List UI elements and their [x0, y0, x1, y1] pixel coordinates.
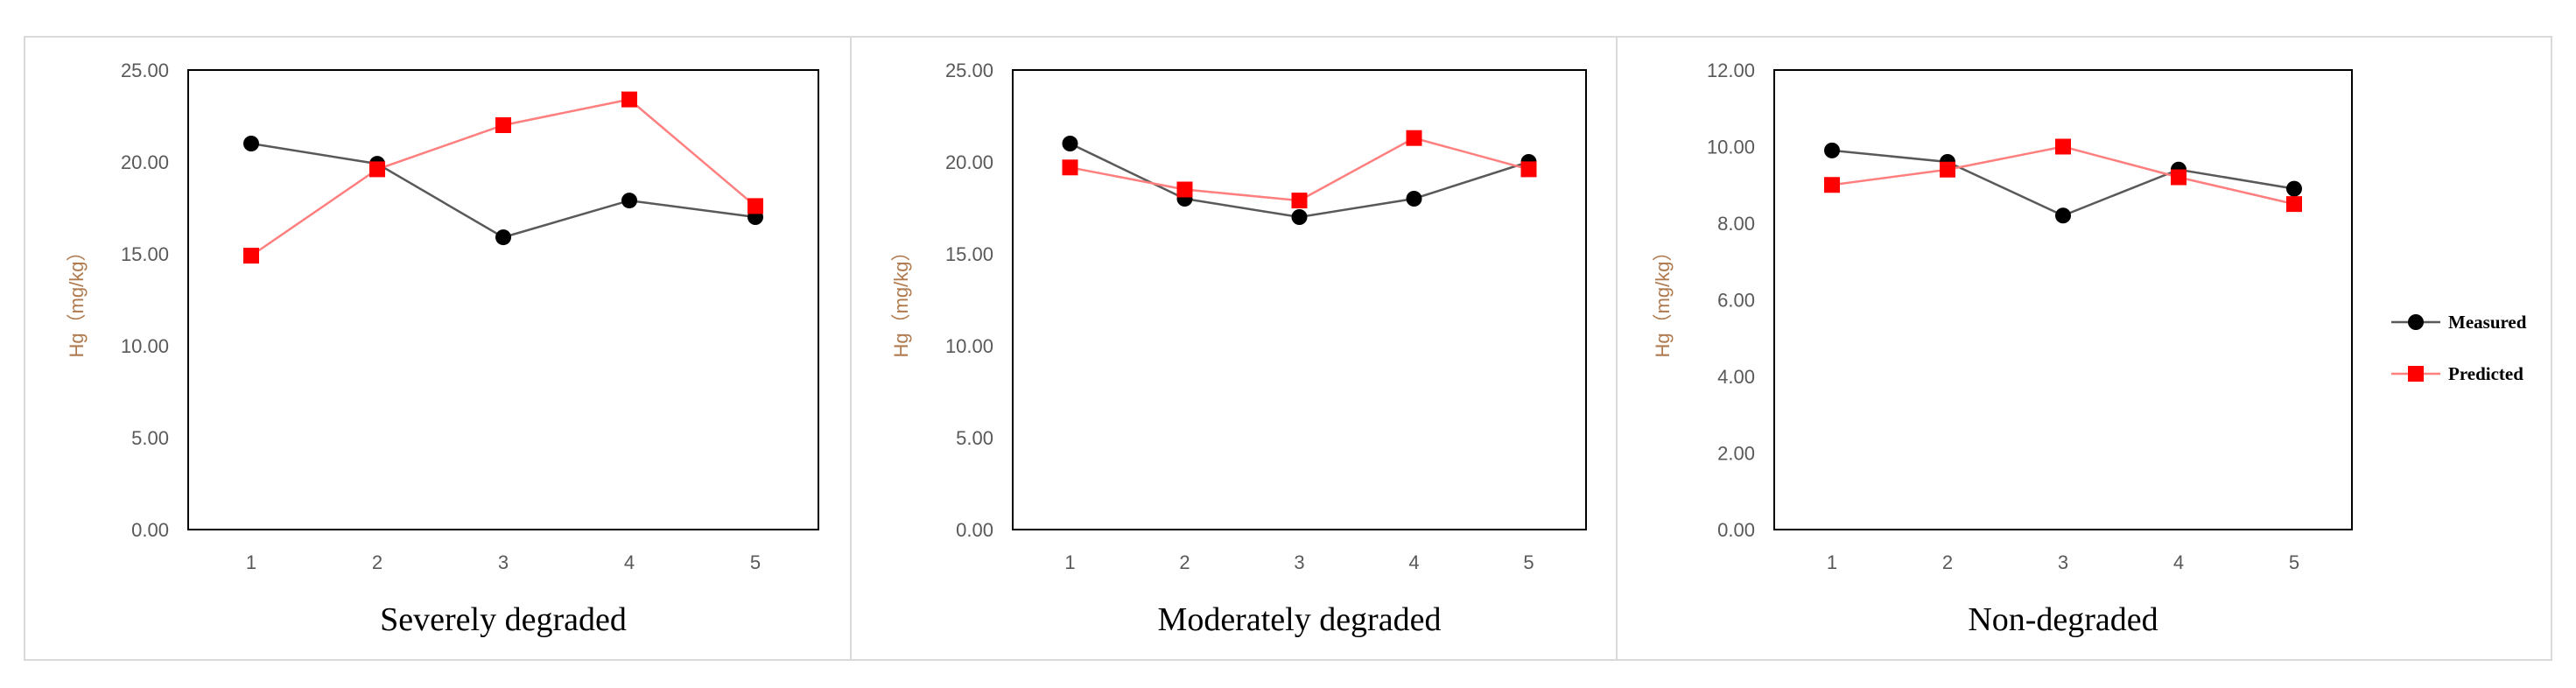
legend-item-measured: Measured: [2391, 312, 2527, 333]
legend-marker-circle: [2408, 314, 2424, 330]
y-axis-label: Hg（mg/kg）: [890, 242, 912, 357]
x-tick-label: 5: [750, 551, 761, 573]
y-tick-label: 25.00: [945, 60, 993, 81]
series-predicted: [243, 91, 763, 264]
y-tick-label: 2.00: [1717, 443, 1755, 465]
data-point-measured: [2055, 207, 2071, 224]
data-point-predicted: [243, 248, 259, 264]
y-tick-label: 10.00: [945, 335, 993, 357]
data-point-measured: [621, 193, 637, 209]
y-tick-label: 6.00: [1717, 290, 1755, 312]
y-tick-label: 10.00: [1707, 137, 1755, 158]
chart-title: Non-degraded: [1968, 601, 2158, 638]
x-tick-label: 1: [1064, 551, 1075, 573]
x-tick-label: 1: [246, 551, 256, 573]
chart-panel-1: 0.00 5.00 10.00 15.00 20.00 25.00 1 2 3 4 5 Hg（mg/k…: [24, 36, 852, 661]
data-point-predicted: [621, 91, 637, 108]
panel-border: [1616, 36, 2552, 661]
plot-area: [187, 69, 819, 530]
data-point-predicted: [1062, 159, 1078, 176]
data-point-predicted: [2286, 196, 2302, 213]
y-tick-label: 20.00: [945, 151, 993, 173]
series-predicted: [1824, 138, 2302, 213]
x-tick-label: 1: [1827, 551, 1837, 573]
y-tick-label: 0.00: [956, 519, 993, 541]
y-tick-label: 15.00: [945, 243, 993, 265]
chart-panel-3: 0.00 2.00 4.00 6.00 8.00 10.00 12.00 1 2 3 4 5 Hg（mg…: [1616, 36, 2552, 661]
x-tick-label: 4: [2173, 551, 2184, 573]
data-point-measured: [2286, 180, 2302, 197]
x-tick-label: 3: [1294, 551, 1304, 573]
x-tick-label: 3: [498, 551, 509, 573]
data-point-predicted: [1176, 181, 1193, 198]
data-point-predicted: [1406, 130, 1422, 146]
chart-title: Severely degraded: [380, 601, 627, 638]
y-axis-label: Hg（mg/kg）: [66, 242, 88, 357]
legend-marker-square: [2408, 366, 2424, 382]
legend-label: Measured: [2448, 312, 2527, 333]
data-point-predicted: [369, 161, 385, 178]
x-tick-label: 4: [1408, 551, 1419, 573]
panel-border: [24, 36, 852, 661]
x-tick-label: 2: [1942, 551, 1953, 573]
panel-border: [850, 36, 1618, 661]
series-predicted: [1062, 130, 1537, 209]
data-point-measured: [495, 229, 511, 246]
data-point-measured: [1824, 142, 1840, 158]
x-tick-label: 5: [1523, 551, 1534, 573]
data-point-predicted: [1291, 193, 1308, 209]
y-tick-label: 5.00: [131, 427, 169, 449]
y-tick-label: 25.00: [121, 60, 169, 81]
data-point-predicted: [748, 198, 763, 214]
x-tick-label: 4: [624, 551, 635, 573]
x-tick-label: 5: [2289, 551, 2299, 573]
data-point-measured: [1062, 136, 1078, 151]
y-tick-label: 5.00: [956, 427, 993, 449]
y-tick-label: 0.00: [1717, 519, 1755, 541]
data-point-measured: [1291, 209, 1308, 225]
data-point-predicted: [2171, 169, 2186, 186]
y-tick-label: 0.00: [131, 519, 169, 541]
legend-label: Predicted: [2448, 363, 2523, 384]
x-tick-label: 2: [372, 551, 383, 573]
y-tick-label: 10.00: [121, 335, 169, 357]
plot-area: [1773, 69, 2353, 530]
data-point-predicted: [1940, 161, 1955, 178]
y-axis-label: Hg（mg/kg）: [1652, 242, 1674, 357]
y-tick-label: 12.00: [1707, 60, 1755, 81]
data-point-predicted: [495, 117, 511, 133]
y-tick-label: 15.00: [121, 243, 169, 265]
y-tick-label: 4.00: [1717, 366, 1755, 388]
chart-title: Moderately degraded: [1158, 601, 1442, 638]
x-tick-label: 2: [1179, 551, 1190, 573]
data-point-measured: [243, 136, 259, 151]
y-tick-label: 20.00: [121, 151, 169, 173]
x-tick-label: 3: [2058, 551, 2068, 573]
data-point-measured: [1406, 191, 1422, 207]
data-point-predicted: [1824, 177, 1840, 193]
data-point-predicted: [1520, 161, 1537, 178]
plot-area: [1012, 69, 1587, 530]
legend-item-predicted: Predicted: [2391, 363, 2523, 384]
legend: Measured Predicted: [2391, 312, 2527, 384]
data-point-predicted: [2055, 138, 2071, 155]
y-tick-label: 8.00: [1717, 213, 1755, 235]
chart-panel-2: 0.00 5.00 10.00 15.00 20.00 25.00 1 2 3 4 5 Hg（mg/k…: [850, 36, 1618, 661]
